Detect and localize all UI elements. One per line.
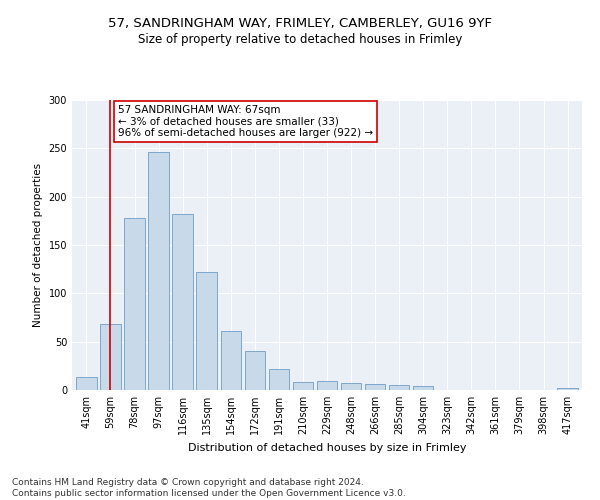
Bar — [269, 368, 289, 390]
X-axis label: Distribution of detached houses by size in Frimley: Distribution of detached houses by size … — [188, 442, 466, 452]
Bar — [413, 386, 433, 390]
Bar — [196, 272, 217, 390]
Text: 57 SANDRINGHAM WAY: 67sqm
← 3% of detached houses are smaller (33)
96% of semi-d: 57 SANDRINGHAM WAY: 67sqm ← 3% of detach… — [118, 105, 373, 138]
Bar — [317, 382, 337, 390]
Y-axis label: Number of detached properties: Number of detached properties — [33, 163, 43, 327]
Bar — [557, 388, 578, 390]
Text: Size of property relative to detached houses in Frimley: Size of property relative to detached ho… — [138, 32, 462, 46]
Text: 57, SANDRINGHAM WAY, FRIMLEY, CAMBERLEY, GU16 9YF: 57, SANDRINGHAM WAY, FRIMLEY, CAMBERLEY,… — [108, 18, 492, 30]
Bar — [148, 152, 169, 390]
Bar — [76, 378, 97, 390]
Bar — [293, 382, 313, 390]
Bar — [221, 331, 241, 390]
Bar — [245, 352, 265, 390]
Bar — [341, 383, 361, 390]
Bar — [100, 324, 121, 390]
Bar — [172, 214, 193, 390]
Bar — [389, 385, 409, 390]
Bar — [365, 384, 385, 390]
Text: Contains HM Land Registry data © Crown copyright and database right 2024.
Contai: Contains HM Land Registry data © Crown c… — [12, 478, 406, 498]
Bar — [124, 218, 145, 390]
